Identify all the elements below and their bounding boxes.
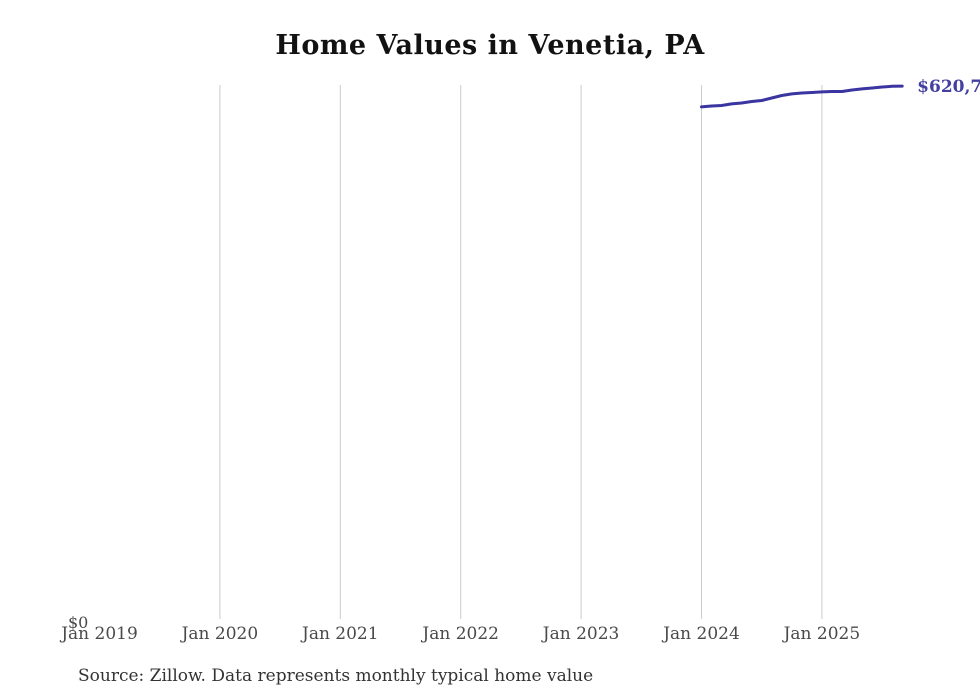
x-tick-label: Jan 2024 bbox=[663, 624, 740, 644]
source-note: Source: Zillow. Data represents monthly … bbox=[78, 666, 594, 686]
x-tick-label: Jan 2020 bbox=[181, 624, 259, 644]
x-tick-label: Jan 2021 bbox=[302, 624, 379, 644]
x-tick-label: Jan 2019 bbox=[61, 624, 138, 644]
x-tick-label: Jan 2023 bbox=[542, 624, 620, 644]
home-value-line bbox=[700, 84, 904, 109]
x-tick-label: Jan 2022 bbox=[422, 624, 499, 644]
y-axis-zero-label: $0 bbox=[68, 613, 89, 632]
latest-value-label: $620,700 bbox=[917, 76, 980, 97]
x-tick-label: Jan 2025 bbox=[783, 624, 861, 644]
chart-title: Home Values in Venetia, PA bbox=[275, 30, 705, 61]
